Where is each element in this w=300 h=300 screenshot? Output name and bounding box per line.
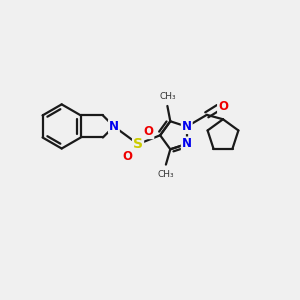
Text: O: O [218,100,228,112]
Text: CH₃: CH₃ [159,92,176,101]
Text: O: O [123,150,133,163]
Text: S: S [133,137,143,151]
Text: N: N [182,120,192,133]
Text: O: O [143,125,153,138]
Text: N: N [109,120,119,133]
Text: CH₃: CH₃ [158,170,174,179]
Text: N: N [182,137,192,150]
